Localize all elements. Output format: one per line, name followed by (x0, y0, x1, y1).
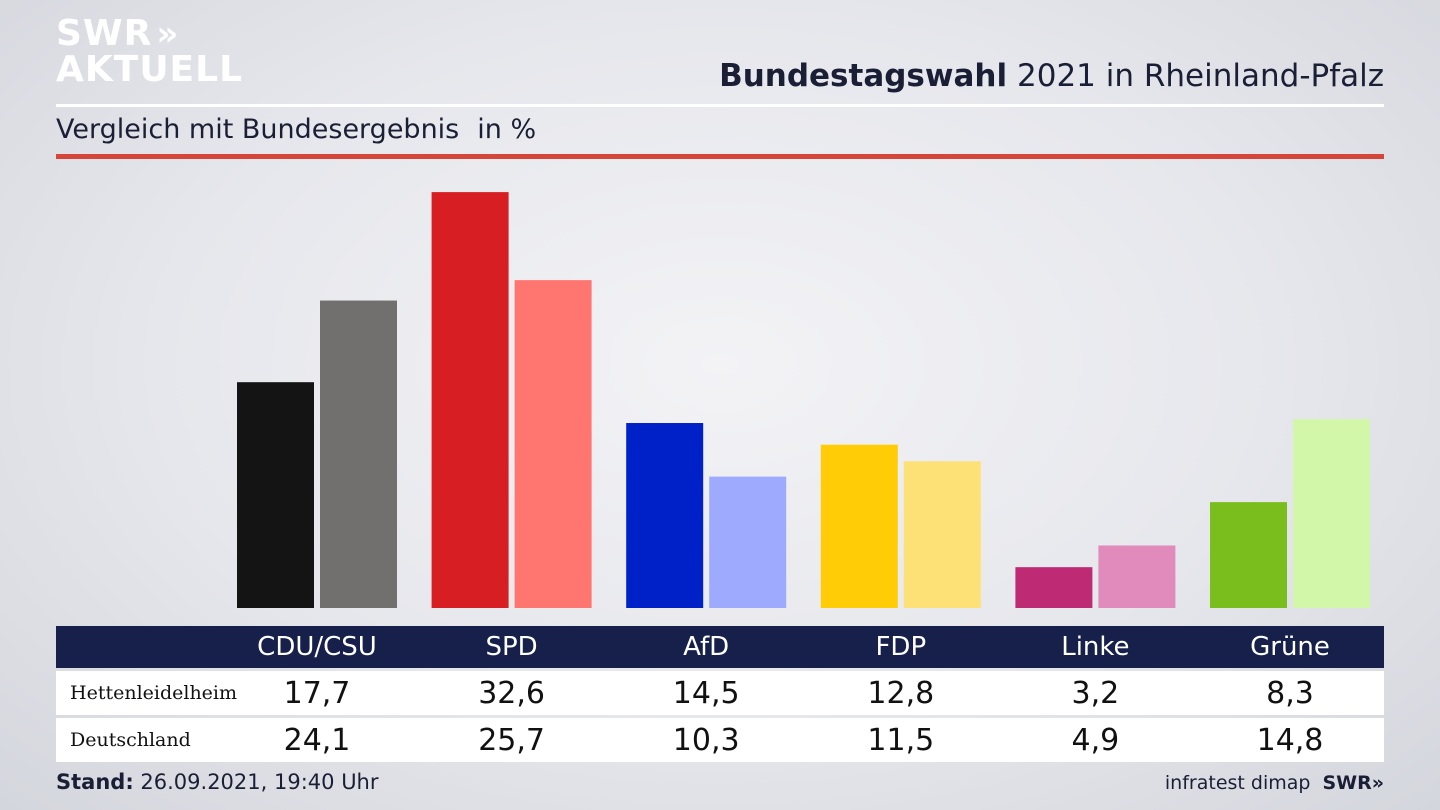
logo-line1: SWR (56, 13, 153, 54)
value-cell: 11,5 (867, 722, 935, 758)
source-credit: infratest dimap SWR» (1165, 772, 1384, 794)
bar-spd-national (514, 280, 592, 608)
bar-spd-local (431, 192, 509, 608)
page-title: Bundestagswahl 2021 in Rheinland-Pfalz (719, 58, 1384, 94)
value-cell: 24,1 (283, 722, 351, 758)
value-cell: 10,3 (672, 722, 740, 758)
value-cell: 8,3 (1266, 675, 1314, 711)
stand-label: Stand: (56, 770, 134, 794)
party-header-fdp: FDP (875, 632, 927, 662)
bar-cdu-csu-local (237, 382, 314, 608)
row-label: Deutschland (70, 729, 191, 751)
bar-gr-ne-local (1210, 502, 1287, 608)
timestamp: Stand: 26.09.2021, 19:40 Uhr (56, 770, 379, 794)
stand-value: 26.09.2021, 19:40 Uhr (140, 770, 379, 794)
bar-linke-national (1098, 545, 1176, 608)
subtitle-text: Vergleich mit Bundesergebnis (56, 114, 460, 145)
party-header-afd: AfD (683, 632, 730, 662)
swr-aktuell-logo: SWR» AKTUELL (56, 16, 243, 88)
row-label: Hettenleidelheim (70, 682, 238, 704)
bar-afd-local (626, 423, 704, 608)
subtitle-divider (56, 154, 1384, 159)
subtitle-unit: in % (477, 114, 537, 145)
bar-cdu-csu-national (320, 300, 397, 608)
bar-afd-national (709, 476, 787, 608)
bar-gr-ne-national (1293, 419, 1370, 608)
party-header-cdu-csu: CDU/CSU (257, 632, 377, 662)
value-cell: 14,5 (672, 675, 740, 711)
party-header-gr-ne: Grüne (1250, 632, 1330, 662)
table-row: Deutschland 24,1 25,7 10,3 11,5 4,9 14,8 (56, 718, 1384, 762)
bar-chart (237, 192, 1370, 608)
value-cell: 14,8 (1256, 722, 1324, 758)
bar-fdp-national (903, 461, 981, 608)
source-text: infratest dimap (1164, 772, 1311, 794)
value-cell: 32,6 (478, 675, 545, 711)
value-cell: 12,8 (867, 675, 935, 711)
swr-brand-logo: SWR» (1322, 772, 1384, 794)
title-bold: Bundestagswahl (719, 58, 1008, 94)
table-header-row: CDU/CSU SPD AfD FDP Linke Grüne (56, 626, 1384, 668)
value-cell: 4,9 (1071, 722, 1120, 758)
value-cell: 17,7 (283, 675, 351, 711)
chart-subtitle: Vergleich mit Bundesergebnis in % (56, 114, 536, 145)
table-row: Hettenleidelheim 17,7 32,6 14,5 12,8 3,2 8,3 (56, 671, 1384, 715)
party-header-spd: SPD (485, 632, 538, 662)
header-divider (56, 104, 1384, 107)
title-rest: 2021 in Rheinland-Pfalz (1017, 58, 1384, 94)
results-table: CDU/CSU SPD AfD FDP Linke Grüne Hettenleidelh… (56, 626, 1384, 762)
value-cell: 25,7 (478, 722, 545, 758)
bar-linke-local (1015, 567, 1093, 608)
bar-fdp-local (820, 444, 898, 608)
party-header-linke: Linke (1061, 632, 1130, 662)
logo-line2: AKTUELL (56, 49, 244, 90)
value-cell: 3,2 (1071, 675, 1120, 711)
